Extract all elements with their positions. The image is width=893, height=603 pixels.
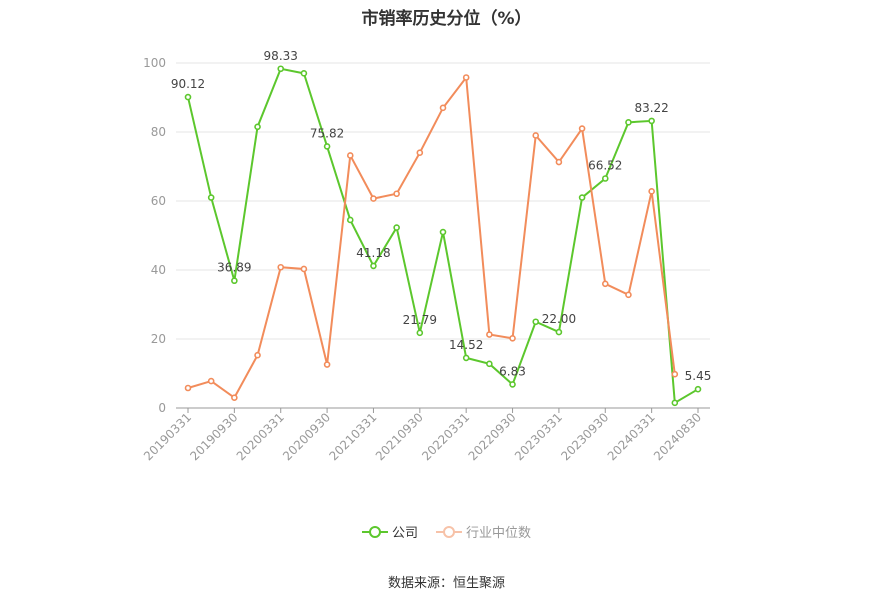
data-point: [346, 152, 354, 159]
data-point: [370, 195, 377, 202]
x-tick-label: 20190930: [187, 410, 240, 463]
x-tick-label: 20210930: [373, 410, 426, 463]
x-tick-label: 20240830: [651, 410, 704, 463]
x-tick-label: 20210331: [326, 410, 379, 463]
data-point: [184, 384, 192, 392]
data-point: [439, 228, 447, 236]
line-chart: 0 20 40 60 80 100 2019033120190930202003312020…: [141, 49, 712, 464]
data-label: 75.82: [310, 126, 344, 140]
data-label: 6.83: [499, 364, 526, 378]
data-label: 66.52: [588, 159, 622, 173]
x-tick-label: 20230331: [512, 410, 565, 463]
data-point: [532, 132, 540, 139]
y-tick-label: 20: [151, 332, 166, 346]
data-point: [555, 158, 563, 166]
legend-item-industry[interactable]: 行业中位数: [436, 522, 531, 541]
data-point: [300, 70, 308, 77]
data-label: 98.33: [264, 49, 298, 63]
data-label: 36.89: [217, 261, 251, 275]
data-label: 83.22: [634, 101, 668, 115]
legend: 公司 行业中位数: [0, 522, 893, 541]
data-point: [648, 188, 655, 195]
data-point: [231, 394, 238, 401]
data-point: [625, 291, 632, 299]
y-tick-label: 0: [158, 401, 166, 415]
data-point: [625, 119, 632, 126]
data-point: [323, 361, 331, 368]
data-point: [601, 175, 609, 182]
data-point: [578, 194, 586, 201]
data-label: 5.45: [685, 369, 712, 383]
data-point: [370, 262, 377, 270]
data-point: [254, 123, 261, 131]
data-point: [393, 224, 400, 231]
data-point: [277, 65, 285, 73]
x-tick-label: 20220331: [419, 410, 472, 463]
data-point: [416, 149, 424, 156]
series-line-0: [187, 67, 699, 405]
x-tick-label: 20230930: [558, 410, 611, 463]
data-point: [694, 385, 702, 393]
data-point: [486, 331, 493, 338]
data-point: [231, 277, 238, 285]
x-tick-label: 20200930: [280, 410, 333, 463]
source-note: 数据来源：恒生聚源: [387, 576, 505, 591]
data-point: [323, 143, 331, 150]
data-point: [555, 328, 563, 336]
data-point: [416, 329, 424, 337]
data-point: [671, 399, 679, 407]
data-label: 90.12: [171, 77, 205, 91]
legend-industry-label: 行业中位数: [466, 526, 532, 541]
data-label: 14.52: [449, 338, 483, 352]
data-point: [393, 190, 400, 198]
data-point: [601, 280, 609, 288]
data-point: [648, 117, 655, 125]
x-tick-label: 20240331: [605, 410, 658, 463]
y-tick-label: 60: [151, 194, 166, 208]
data-point: [277, 263, 285, 271]
data-point: [439, 104, 447, 112]
data-label: 41.18: [356, 246, 390, 260]
data-point: [578, 125, 586, 132]
data-point: [300, 265, 308, 273]
data-labels: 90.12 36.89 98.33 75.82 41.18 21.79 14.52 6.83 2…: [171, 49, 712, 383]
data-point: [207, 194, 215, 201]
x-tick-label: 20200331: [234, 410, 287, 463]
x-tick-label: 20220930: [466, 410, 519, 463]
legend-item-company[interactable]: 公司: [361, 522, 418, 541]
data-point: [532, 318, 540, 326]
legend-company-label: 公司: [391, 526, 418, 541]
x-tick-label: 20190331: [141, 410, 194, 463]
data-point: [254, 351, 261, 359]
data-label: 21.79: [403, 313, 437, 327]
data-point: [207, 377, 215, 385]
series-line-1: [187, 74, 676, 400]
data-point: [184, 93, 192, 101]
legend-industry-marker-icon: [436, 525, 462, 538]
data-point: [462, 74, 470, 81]
data-point: [509, 381, 516, 388]
data-label: 22.00: [542, 312, 576, 326]
data-point: [671, 370, 679, 378]
y-tick-label: 100: [143, 56, 166, 70]
series-lines: [184, 65, 702, 407]
y-tick-label: 40: [151, 263, 166, 277]
legend-company-marker-icon: [361, 525, 388, 538]
data-point: [509, 335, 516, 342]
data-point: [346, 216, 354, 224]
data-point: [486, 360, 493, 368]
grid-lines: [176, 62, 710, 340]
data-point: [462, 354, 470, 362]
y-tick-label: 80: [151, 125, 166, 139]
axes: 0 20 40 60 80 100 2019033120190930202003312020…: [141, 56, 710, 463]
chart-title: 市销率历史分位（%）: [361, 9, 532, 29]
